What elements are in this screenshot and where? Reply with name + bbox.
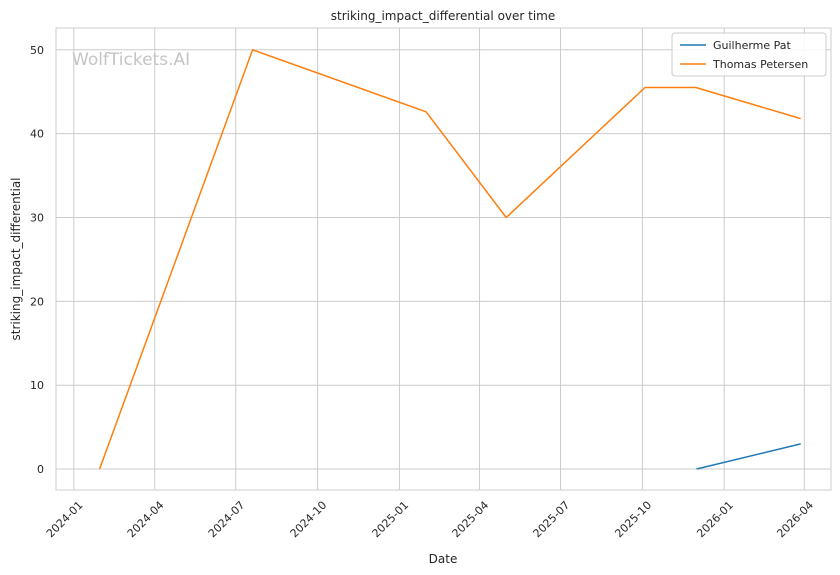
y-axis-label: striking_impact_differential bbox=[9, 177, 23, 340]
series-line-guilherme-pat bbox=[696, 443, 801, 470]
x-tick-label: 2024-01 bbox=[44, 499, 86, 541]
x-tick-label: 2025-01 bbox=[370, 499, 412, 541]
y-tick-label: 10 bbox=[30, 379, 44, 392]
series-line-thomas-petersen bbox=[98, 49, 801, 470]
legend-label-thomas-petersen: Thomas Petersen bbox=[712, 58, 808, 71]
x-tick-label: 2026-04 bbox=[774, 499, 816, 541]
x-tick-label: 2024-04 bbox=[125, 499, 167, 541]
plot-frame bbox=[55, 27, 832, 491]
chart-title: striking_impact_differential over time bbox=[331, 9, 556, 23]
x-tick-label: 2025-04 bbox=[450, 499, 492, 541]
x-tick-label: 2025-10 bbox=[612, 499, 654, 541]
x-axis-label: Date bbox=[429, 552, 458, 566]
legend-label-guilherme-pat: Guilherme Pat bbox=[713, 39, 792, 52]
y-tick-label: 50 bbox=[30, 44, 44, 57]
y-tick-label: 0 bbox=[37, 463, 44, 476]
x-tick-label: 2026-01 bbox=[694, 499, 736, 541]
tick-labels: 0 10 20 30 40 50 2024-01 2024-04 2024-07 2024-10 2… bbox=[30, 44, 816, 540]
x-tick-label: 2024-10 bbox=[288, 499, 330, 541]
y-tick-label: 30 bbox=[30, 211, 44, 224]
y-tick-label: 40 bbox=[30, 128, 44, 141]
watermark-text: WolfTickets.AI bbox=[72, 50, 190, 70]
legend-box bbox=[671, 32, 827, 77]
x-tick-label: 2024-07 bbox=[206, 499, 248, 541]
series-lines bbox=[98, 49, 801, 470]
y-tick-label: 20 bbox=[30, 295, 44, 308]
grid bbox=[56, 28, 831, 490]
x-tick-label: 2025-07 bbox=[531, 499, 573, 541]
legend: Guilherme Pat Thomas Petersen bbox=[671, 32, 827, 77]
